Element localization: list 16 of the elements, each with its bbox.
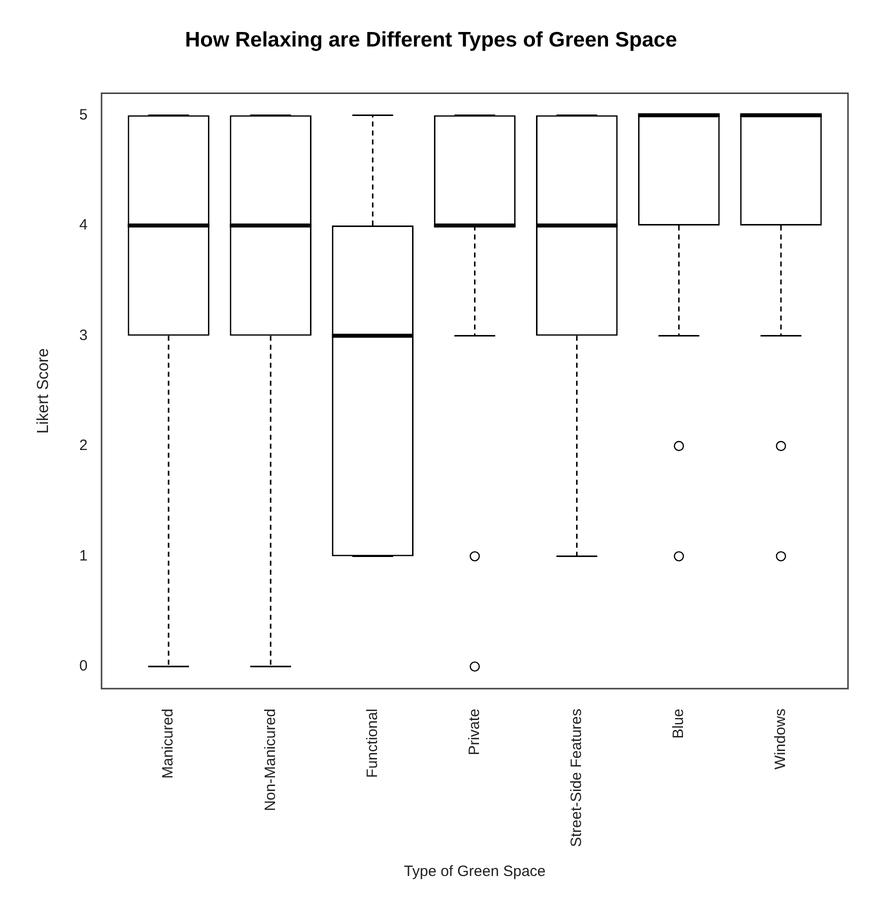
y-tick-label: 1	[79, 547, 88, 564]
x-tick-label: Functional	[364, 708, 381, 778]
x-tick-label: Blue	[670, 708, 688, 739]
chart-title: How Relaxing are Different Types of Green Space	[184, 28, 678, 52]
x-tick-label: Manicured	[160, 708, 177, 779]
y-tick-label: 2	[79, 437, 88, 454]
x-tick-label: Private	[466, 708, 483, 756]
x-axis-title: Type of Green Space	[404, 863, 546, 880]
y-tick-label: 4	[79, 216, 88, 234]
x-tick-label: Windows	[772, 708, 790, 770]
y-tick-label: 3	[79, 326, 88, 344]
y-tick-label: 5	[79, 106, 88, 124]
x-tick-label: Non-Manicured	[262, 708, 279, 812]
x-tick-label: Street-Side Features	[568, 708, 585, 848]
y-tick-label: 0	[79, 658, 88, 675]
y-axis-title: Likert Score	[35, 348, 52, 434]
